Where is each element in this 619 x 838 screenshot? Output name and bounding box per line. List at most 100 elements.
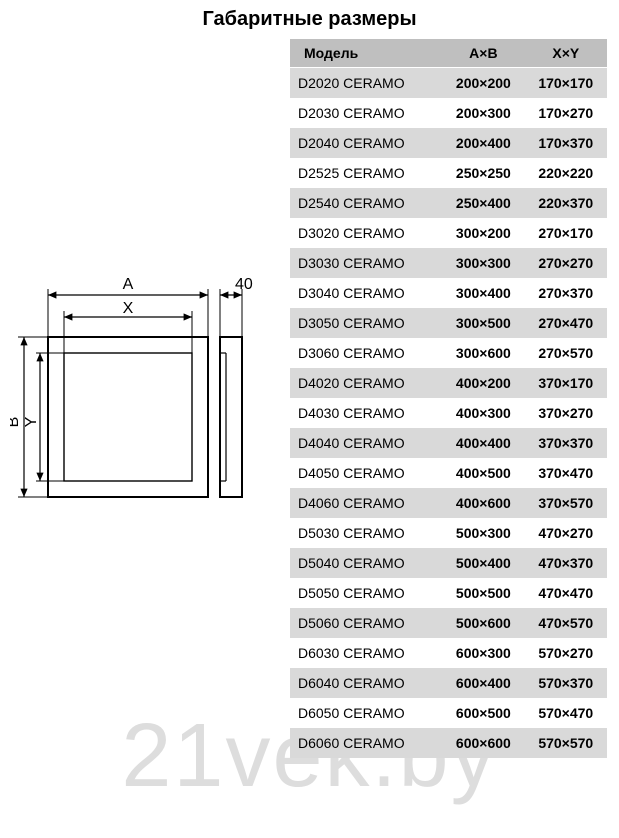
table-row: D6060 CERAMO600×600570×570	[290, 728, 607, 758]
header-model: Модель	[290, 39, 442, 68]
cell-ab: 400×500	[442, 458, 524, 488]
svg-text:B: B	[10, 417, 22, 428]
table-header-row: Модель A×B X×Y	[290, 39, 607, 68]
table-row: D6030 CERAMO600×300570×270	[290, 638, 607, 668]
cell-model: D2525 CERAMO	[290, 158, 442, 188]
cell-ab: 600×300	[442, 638, 524, 668]
cell-ab: 400×400	[442, 428, 524, 458]
cell-model: D6050 CERAMO	[290, 698, 442, 728]
cell-model: D5040 CERAMO	[290, 548, 442, 578]
cell-xy: 170×370	[525, 128, 607, 158]
table-row: D3060 CERAMO300×600270×570	[290, 338, 607, 368]
svg-text:Y: Y	[23, 416, 40, 427]
table-row: D2540 CERAMO250×400220×370	[290, 188, 607, 218]
cell-ab: 300×400	[442, 278, 524, 308]
table-row: D4040 CERAMO400×400370×370	[290, 428, 607, 458]
cell-model: D4030 CERAMO	[290, 398, 442, 428]
cell-xy: 270×570	[525, 338, 607, 368]
header-xy: X×Y	[525, 39, 607, 68]
cell-ab: 200×200	[442, 68, 524, 99]
content-row: AXBY40 Модель A×B X×Y D2020 CERAMO200×20…	[0, 39, 619, 758]
dimensions-table: Модель A×B X×Y D2020 CERAMO200×200170×17…	[290, 39, 607, 758]
cell-model: D3060 CERAMO	[290, 338, 442, 368]
cell-ab: 300×600	[442, 338, 524, 368]
cell-xy: 270×170	[525, 218, 607, 248]
cell-ab: 600×400	[442, 668, 524, 698]
cell-model: D3050 CERAMO	[290, 308, 442, 338]
cell-xy: 370×470	[525, 458, 607, 488]
cell-model: D2020 CERAMO	[290, 68, 442, 99]
table-row: D2020 CERAMO200×200170×170	[290, 68, 607, 99]
cell-xy: 220×370	[525, 188, 607, 218]
cell-model: D6060 CERAMO	[290, 728, 442, 758]
cell-ab: 200×400	[442, 128, 524, 158]
cell-model: D2030 CERAMO	[290, 98, 442, 128]
cell-ab: 500×300	[442, 518, 524, 548]
table-row: D5030 CERAMO500×300470×270	[290, 518, 607, 548]
cell-ab: 250×400	[442, 188, 524, 218]
cell-xy: 470×270	[525, 518, 607, 548]
cell-xy: 370×370	[525, 428, 607, 458]
cell-ab: 300×500	[442, 308, 524, 338]
cell-model: D4060 CERAMO	[290, 488, 442, 518]
table-row: D5040 CERAMO500×400470×370	[290, 548, 607, 578]
cell-ab: 250×250	[442, 158, 524, 188]
cell-xy: 220×220	[525, 158, 607, 188]
table-row: D4020 CERAMO400×200370×170	[290, 368, 607, 398]
svg-text:X: X	[123, 300, 134, 317]
cell-xy: 270×370	[525, 278, 607, 308]
cell-xy: 570×370	[525, 668, 607, 698]
cell-model: D3040 CERAMO	[290, 278, 442, 308]
cell-ab: 600×600	[442, 728, 524, 758]
cell-xy: 270×470	[525, 308, 607, 338]
table-row: D2030 CERAMO200×300170×270	[290, 98, 607, 128]
table-row: D4060 CERAMO400×600370×570	[290, 488, 607, 518]
cell-ab: 200×300	[442, 98, 524, 128]
cell-model: D5060 CERAMO	[290, 608, 442, 638]
cell-xy: 170×270	[525, 98, 607, 128]
table-row: D2040 CERAMO200×400170×370	[290, 128, 607, 158]
svg-text:A: A	[123, 276, 134, 293]
cell-model: D5030 CERAMO	[290, 518, 442, 548]
cell-model: D4020 CERAMO	[290, 368, 442, 398]
table-row: D5050 CERAMO500×500470×470	[290, 578, 607, 608]
cell-xy: 570×570	[525, 728, 607, 758]
cell-model: D4050 CERAMO	[290, 458, 442, 488]
table-column: Модель A×B X×Y D2020 CERAMO200×200170×17…	[290, 39, 619, 758]
cell-xy: 470×570	[525, 608, 607, 638]
cell-xy: 370×570	[525, 488, 607, 518]
cell-xy: 370×270	[525, 398, 607, 428]
table-row: D6040 CERAMO600×400570×370	[290, 668, 607, 698]
cell-ab: 500×400	[442, 548, 524, 578]
table-row: D4050 CERAMO400×500370×470	[290, 458, 607, 488]
cell-ab: 400×200	[442, 368, 524, 398]
table-row: D5060 CERAMO500×600470×570	[290, 608, 607, 638]
table-row: D3050 CERAMO300×500270×470	[290, 308, 607, 338]
cell-xy: 470×470	[525, 578, 607, 608]
cell-model: D2040 CERAMO	[290, 128, 442, 158]
table-row: D4030 CERAMO400×300370×270	[290, 398, 607, 428]
cell-xy: 270×270	[525, 248, 607, 278]
cell-xy: 570×470	[525, 698, 607, 728]
cell-ab: 300×200	[442, 218, 524, 248]
cell-ab: 300×300	[442, 248, 524, 278]
cell-ab: 400×600	[442, 488, 524, 518]
cell-xy: 170×170	[525, 68, 607, 99]
page-title: Габаритные размеры	[0, 0, 619, 39]
cell-model: D4040 CERAMO	[290, 428, 442, 458]
table-row: D3020 CERAMO300×200270×170	[290, 218, 607, 248]
cell-model: D3030 CERAMO	[290, 248, 442, 278]
table-row: D6050 CERAMO600×500570×470	[290, 698, 607, 728]
cell-model: D3020 CERAMO	[290, 218, 442, 248]
cell-ab: 600×500	[442, 698, 524, 728]
cell-model: D6040 CERAMO	[290, 668, 442, 698]
cell-xy: 370×170	[525, 368, 607, 398]
cell-ab: 400×300	[442, 398, 524, 428]
cell-xy: 570×270	[525, 638, 607, 668]
diagram-column: AXBY40	[0, 39, 290, 539]
table-row: D3030 CERAMO300×300270×270	[290, 248, 607, 278]
header-ab: A×B	[442, 39, 524, 68]
cell-model: D6030 CERAMO	[290, 638, 442, 668]
table-row: D2525 CERAMO250×250220×220	[290, 158, 607, 188]
dimension-diagram: AXBY40	[10, 269, 280, 539]
